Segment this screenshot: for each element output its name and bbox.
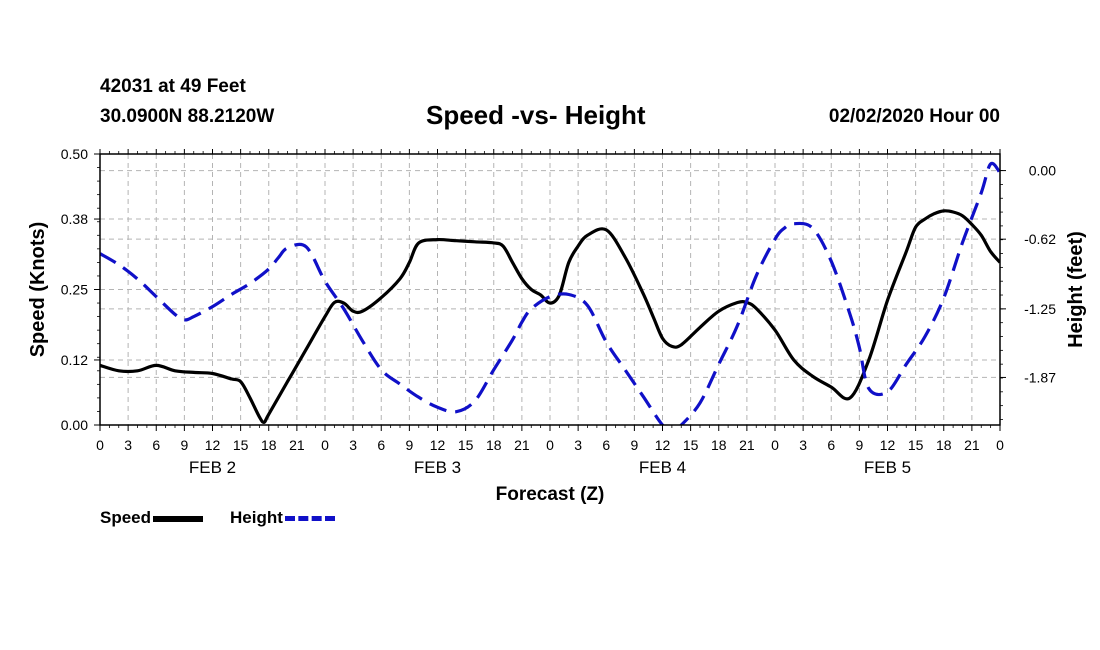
legend-speed-swatch [153, 515, 204, 522]
x-tick-label: 21 [964, 437, 980, 453]
x-tick-label: 15 [458, 437, 474, 453]
x-tick-label: 6 [152, 437, 160, 453]
x-tick-label: 3 [799, 437, 807, 453]
x-tick-label: 15 [683, 437, 699, 453]
x-tick-label: 12 [655, 437, 671, 453]
x-tick-label: 0 [546, 437, 554, 453]
x-tick-label: 0 [96, 437, 104, 453]
legend-height-swatch [284, 516, 335, 522]
x-tick-label: 18 [261, 437, 277, 453]
x-tick-label: 0 [771, 437, 779, 453]
x-tick-label: 9 [180, 437, 188, 453]
x-tick-label: 21 [289, 437, 305, 453]
x-tick-label: 6 [377, 437, 385, 453]
x-tick-label: 0 [996, 437, 1004, 453]
x-tick-label: 6 [827, 437, 835, 453]
x-tick-label: 12 [430, 437, 446, 453]
y-tick-label: 0.00 [61, 417, 88, 433]
x-tick-label: 18 [711, 437, 727, 453]
y2-axis-label: Height (feet) [1065, 231, 1087, 348]
x-tick-label: 21 [739, 437, 755, 453]
x-tick-label: 6 [602, 437, 610, 453]
x-tick-label: 3 [349, 437, 357, 453]
x-tick-label: 12 [880, 437, 896, 453]
series-layer [100, 161, 1000, 425]
x-tick-label: 12 [205, 437, 221, 453]
day-label: FEB 2 [189, 458, 236, 477]
grid-lines [100, 154, 1000, 425]
day-label: FEB 4 [639, 458, 686, 477]
series-line-speed [100, 209, 1000, 424]
x-tick-label: 0 [321, 437, 329, 453]
coordinates-label: 30.0900N 88.2120W [100, 106, 275, 127]
y2-tick-label: -0.62 [1024, 231, 1056, 247]
legend-height: Height [230, 508, 335, 528]
chart-title: Speed -vs- Height [426, 100, 646, 130]
x-tick-label: 3 [124, 437, 132, 453]
x-tick-label: 9 [855, 437, 863, 453]
x-tick-label: 9 [630, 437, 638, 453]
y-tick-label: 0.50 [61, 146, 88, 162]
series-line-height [100, 161, 1000, 425]
x-axis-label: Forecast (Z) [496, 484, 605, 505]
y2-tick-label: 0.00 [1029, 163, 1056, 179]
legend-speed-label: Speed [100, 508, 152, 527]
x-tick-label: 9 [405, 437, 413, 453]
day-label: FEB 5 [864, 458, 911, 477]
x-tick-label: 18 [486, 437, 502, 453]
day-label: FEB 3 [414, 458, 461, 477]
station-label: 42031 at 49 Feet [100, 76, 246, 97]
x-tick-label: 21 [514, 437, 530, 453]
y2-tick-label: -1.25 [1024, 301, 1056, 317]
y-tick-label: 0.38 [61, 211, 88, 227]
y2-tick-label: -1.87 [1024, 369, 1056, 385]
x-tick-label: 15 [908, 437, 924, 453]
forecast-date-label: 02/02/2020 Hour 00 [828, 106, 1000, 127]
y-tick-label: 0.25 [61, 282, 88, 298]
y-tick-label: 0.12 [61, 352, 88, 368]
x-tick-label: 3 [574, 437, 582, 453]
legend-speed: Speed [100, 508, 204, 528]
axes: 0 3 6 9 12 15 18 21 0 3 6 9 12 15 18 21 0 3 6 9 12 15 18 21 0 3 6 9… [61, 146, 1056, 477]
x-tick-label: 18 [936, 437, 952, 453]
y-axis-label: Speed (Knots) [27, 222, 49, 358]
x-tick-label: 15 [233, 437, 249, 453]
legend-height-label: Height [230, 508, 283, 527]
